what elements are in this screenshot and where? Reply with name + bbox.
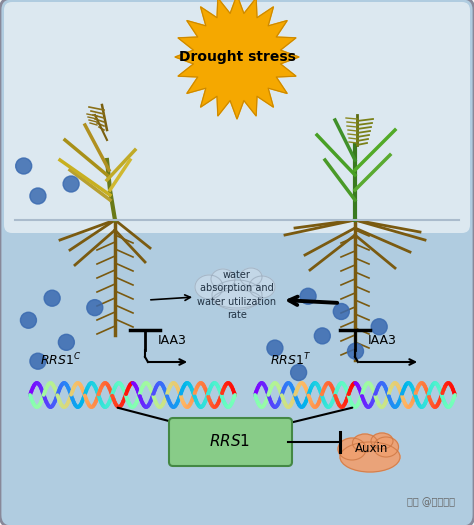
Circle shape bbox=[347, 343, 364, 359]
Circle shape bbox=[314, 328, 330, 344]
FancyBboxPatch shape bbox=[169, 418, 292, 466]
Ellipse shape bbox=[340, 442, 400, 472]
Ellipse shape bbox=[213, 290, 261, 308]
Circle shape bbox=[333, 303, 349, 320]
Ellipse shape bbox=[338, 438, 366, 460]
Circle shape bbox=[87, 300, 103, 316]
Circle shape bbox=[267, 340, 283, 356]
Text: 知乎 @植物科学: 知乎 @植物科学 bbox=[407, 497, 455, 507]
Circle shape bbox=[44, 290, 60, 306]
Circle shape bbox=[300, 288, 316, 304]
FancyBboxPatch shape bbox=[4, 2, 470, 233]
Circle shape bbox=[30, 353, 46, 369]
Circle shape bbox=[58, 334, 74, 350]
Text: water
absorption and
water utilization
rate: water absorption and water utilization r… bbox=[198, 270, 276, 320]
Text: Auxin: Auxin bbox=[356, 443, 389, 456]
Text: IAA3: IAA3 bbox=[158, 333, 187, 346]
Text: Drought stress: Drought stress bbox=[179, 50, 295, 64]
Ellipse shape bbox=[371, 433, 393, 449]
Text: $RRS1^T$: $RRS1^T$ bbox=[270, 352, 311, 369]
Ellipse shape bbox=[195, 275, 223, 299]
Ellipse shape bbox=[353, 434, 377, 452]
Ellipse shape bbox=[240, 268, 262, 286]
Ellipse shape bbox=[212, 280, 262, 310]
Circle shape bbox=[30, 188, 46, 204]
Ellipse shape bbox=[249, 276, 275, 298]
Circle shape bbox=[63, 176, 79, 192]
Circle shape bbox=[291, 364, 307, 381]
Text: $RRS1^C$: $RRS1^C$ bbox=[40, 352, 82, 369]
Text: $RRS1$: $RRS1$ bbox=[210, 433, 251, 449]
Circle shape bbox=[371, 319, 387, 335]
Circle shape bbox=[20, 312, 36, 328]
Ellipse shape bbox=[211, 269, 235, 289]
Circle shape bbox=[16, 158, 32, 174]
Polygon shape bbox=[175, 0, 299, 119]
Ellipse shape bbox=[374, 437, 399, 457]
Text: IAA3: IAA3 bbox=[368, 333, 397, 346]
